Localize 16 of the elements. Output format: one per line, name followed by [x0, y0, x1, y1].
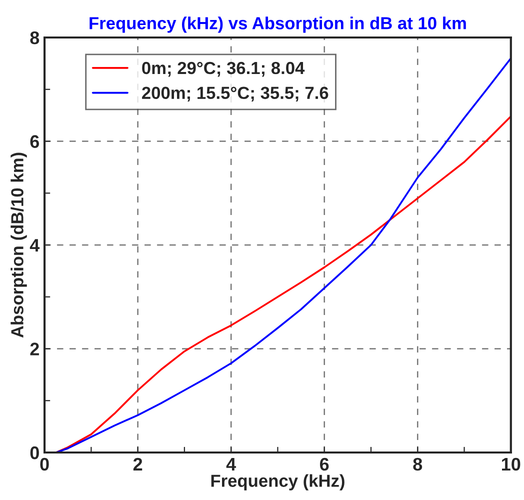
- y-tick-label: 4: [30, 239, 40, 252]
- y-tick-label: 6: [30, 135, 40, 148]
- x-tick-label: 8: [413, 458, 422, 471]
- legend-label: 0m; 29°C; 36.1; 8.04: [142, 62, 305, 77]
- x-tick-label: 10: [502, 458, 520, 471]
- y-tick-label: 2: [30, 342, 39, 356]
- legend-label: 200m; 15.5°C; 35.5; 7.6: [142, 86, 328, 102]
- x-tick-label: 4: [226, 458, 236, 470]
- y-axis-title: Absorption (dB/10 km): [10, 152, 27, 338]
- x-tick-label: 6: [320, 458, 329, 471]
- x-tick-label: 2: [133, 458, 142, 470]
- x-tick-label: 0: [40, 458, 49, 471]
- y-tick-label: 0: [30, 446, 39, 460]
- chart-title: Frequency (kHz) vs Absorption in dB at 10 km: [90, 16, 466, 33]
- y-tick-label: 8: [30, 31, 40, 44]
- x-axis-title: Frequency (kHz): [211, 474, 344, 490]
